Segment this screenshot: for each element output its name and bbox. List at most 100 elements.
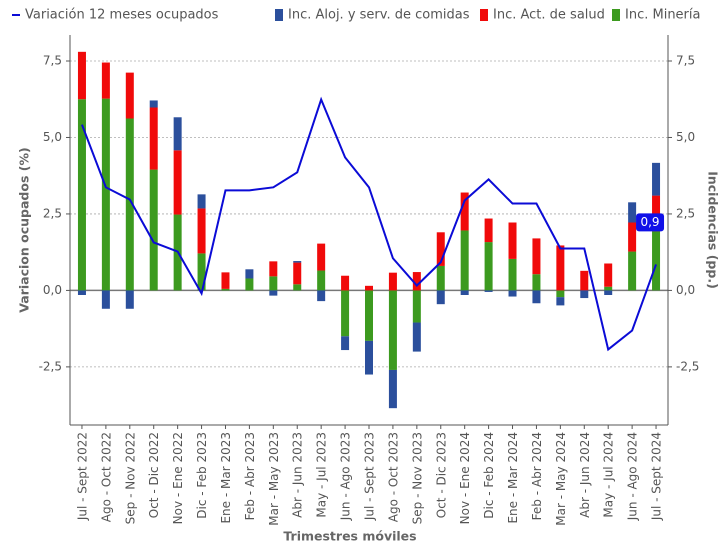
bar (556, 290, 565, 298)
bar (149, 107, 158, 170)
bar (532, 238, 541, 275)
bar (77, 51, 86, 100)
bar (365, 290, 373, 341)
bar (436, 232, 445, 266)
x-tick-label: Mar - May 2024 (554, 432, 568, 526)
bar (245, 278, 254, 291)
x-tick-label: Jun - Ago 2024 (626, 432, 640, 521)
y2-tick-label: 0,0 (676, 283, 695, 297)
bar (269, 261, 278, 277)
bar (101, 290, 110, 309)
x-tick-label: Oct - Dic 2023 (434, 432, 448, 518)
bar (508, 222, 517, 259)
bar (77, 99, 86, 291)
x-tick-label: Ago - Oct 2022 (99, 432, 113, 522)
y-tick-label: 5,0 (43, 130, 62, 144)
bar (532, 290, 541, 304)
bar (149, 169, 158, 291)
bar (269, 290, 278, 296)
x-tick-label: Dic - Feb 2024 (482, 432, 496, 519)
y-tick-label: 0,0 (43, 283, 62, 297)
annotation-box (636, 213, 665, 232)
bar (556, 245, 565, 291)
bar (532, 274, 541, 291)
bar (604, 290, 613, 295)
bar (293, 284, 302, 291)
bar (628, 222, 637, 252)
bar (149, 100, 158, 108)
bar (460, 192, 469, 231)
bar (341, 275, 350, 291)
bar (365, 285, 373, 291)
bar (173, 117, 182, 151)
y2-axis-title: Incidencias (pp.) (706, 171, 721, 289)
x-tick-label: Jul - Sept 2022 (75, 432, 89, 521)
y-tick-label: 7,5 (43, 54, 62, 68)
y-tick-label: -2,5 (39, 359, 62, 373)
legend-label: Inc. Aloj. y serv. de comidas (288, 8, 470, 23)
bar (293, 262, 302, 285)
bar (317, 270, 326, 291)
bar (508, 258, 517, 291)
bar (388, 272, 397, 291)
y2-tick-label: 5,0 (676, 130, 695, 144)
bar (221, 272, 230, 289)
bar (412, 322, 421, 352)
x-tick-label: Mar - May 2023 (267, 432, 281, 526)
bar (604, 263, 613, 287)
bar (556, 297, 565, 306)
x-axis-title: Trimestres móviles (283, 529, 416, 544)
bar (341, 290, 350, 337)
x-tick-label: Ene - Mar 2024 (506, 432, 520, 524)
bar (484, 218, 493, 243)
x-tick-label: Nov - Ene 2022 (171, 432, 185, 524)
x-tick-label: Jul - Sept 2023 (363, 432, 377, 521)
x-tick-label: May - Jul 2023 (315, 432, 329, 518)
y-axis-title: Variacion ocupados (%) (17, 147, 32, 312)
bar (125, 118, 134, 291)
legend-label: Variación 12 meses ocupados (25, 8, 219, 23)
bar (412, 290, 421, 323)
y2-tick-label: 7,5 (676, 54, 695, 68)
bar (197, 208, 206, 254)
x-tick-label: Ene - Mar 2023 (219, 432, 233, 524)
x-tick-label: May - Jul 2024 (602, 432, 616, 518)
bar (412, 272, 421, 291)
y-tick-label: 2,5 (43, 206, 62, 220)
legend-swatch (612, 9, 620, 21)
bar (101, 98, 110, 291)
bar (101, 62, 110, 99)
x-tick-label: Abr - Jun 2024 (578, 432, 592, 518)
bar (341, 336, 350, 351)
bar (460, 230, 469, 291)
bar (221, 288, 230, 291)
x-tick-label: Sep - Nov 2022 (123, 432, 137, 524)
x-tick-label: Jun - Ago 2023 (339, 432, 353, 521)
bar (436, 265, 445, 291)
bar (388, 290, 397, 370)
bar (388, 369, 397, 409)
bar (77, 290, 86, 295)
x-tick-label: Jul - Sept 2024 (650, 432, 664, 521)
x-tick-label: Nov - Ene 2024 (458, 432, 472, 524)
bar (173, 150, 182, 215)
bar (484, 290, 493, 292)
bar (197, 253, 206, 291)
bar (293, 261, 302, 263)
y2-tick-label: 2,5 (676, 206, 695, 220)
x-tick-label: Ago - Oct 2023 (386, 432, 400, 522)
x-tick-label: Abr - Jun 2023 (291, 432, 305, 518)
bar (245, 269, 254, 279)
bar (484, 242, 493, 291)
bar (436, 290, 445, 305)
y2-tick-label: -2,5 (676, 359, 699, 373)
x-tick-label: Dic - Feb 2023 (195, 432, 209, 519)
bar (197, 194, 206, 209)
annotation: 0,9 (640, 215, 659, 229)
x-tick-label: Feb - Abr 2024 (530, 432, 544, 520)
bar (460, 290, 469, 295)
bar (652, 162, 661, 196)
bar (269, 276, 278, 291)
bar (628, 202, 637, 223)
